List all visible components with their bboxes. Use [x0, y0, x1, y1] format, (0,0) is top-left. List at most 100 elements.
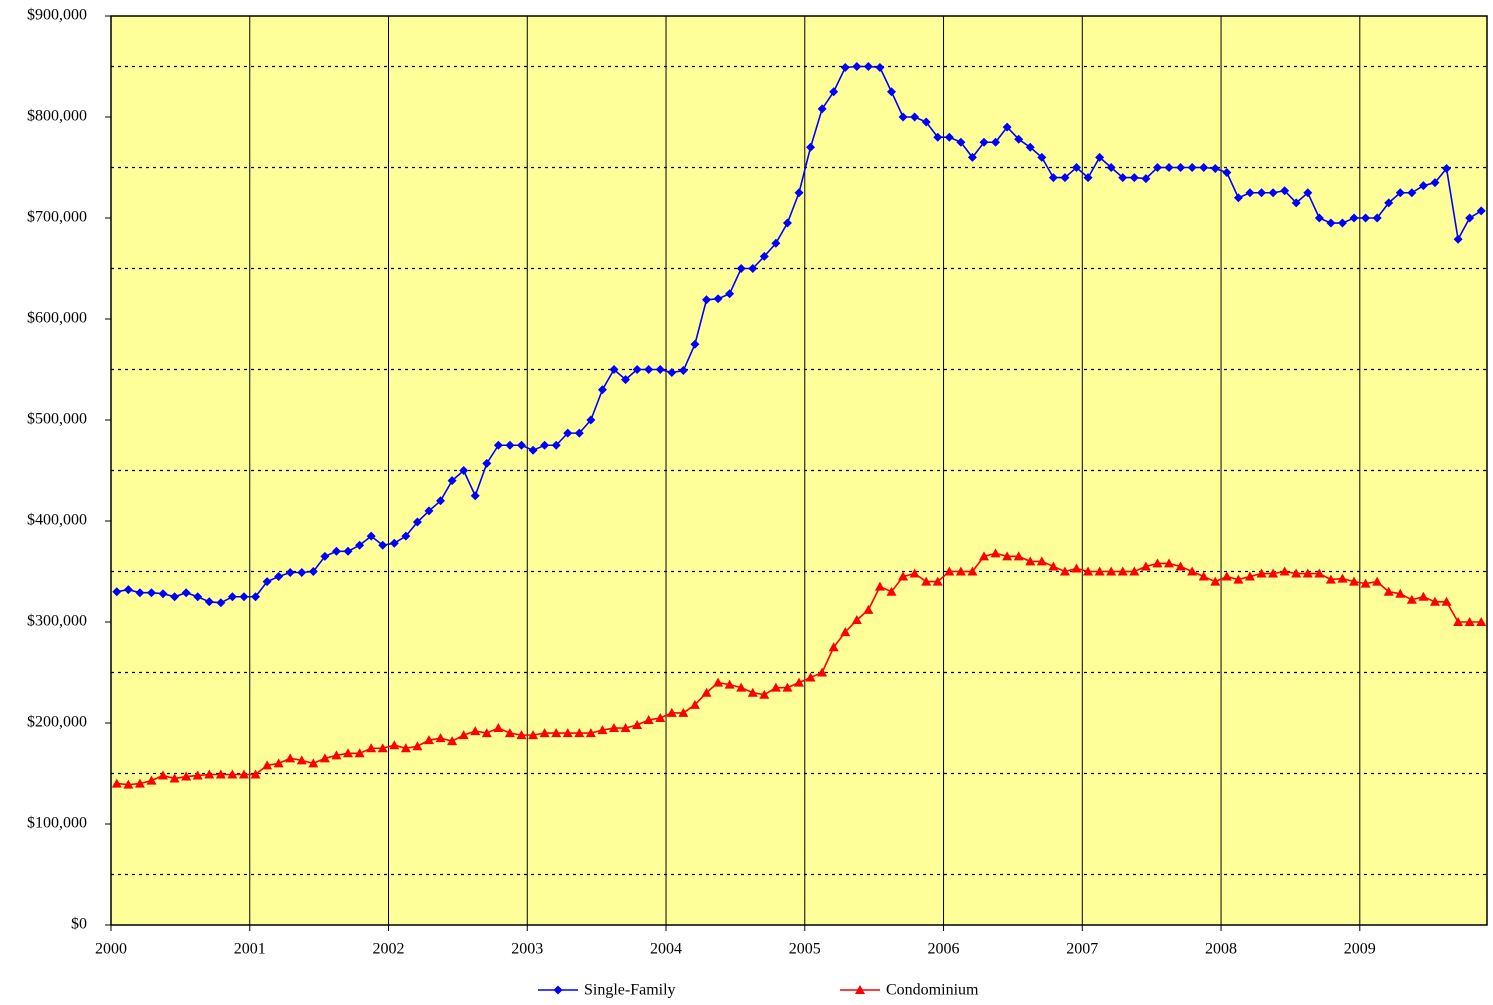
triangle-marker	[400, 743, 411, 753]
diamond-marker	[123, 585, 133, 595]
triangle-marker	[1175, 561, 1186, 571]
triangle-marker	[1337, 573, 1348, 583]
triangle-marker	[909, 568, 920, 578]
diamond-marker	[713, 294, 723, 304]
diamond-marker	[933, 132, 943, 142]
triangle-marker	[1152, 558, 1163, 568]
triangle-marker	[1418, 591, 1429, 601]
triangle-marker	[932, 576, 943, 586]
diamond-marker	[597, 385, 607, 395]
triangle-marker	[1429, 596, 1440, 606]
diamond-marker	[1025, 142, 1035, 152]
y-tick-label: $900,000	[27, 7, 87, 24]
triangle-marker	[678, 707, 689, 717]
diamond-marker	[1430, 178, 1440, 188]
diamond-marker	[956, 137, 966, 147]
diamond-marker	[1060, 173, 1070, 183]
legend-marker	[855, 985, 865, 994]
triangle-marker	[944, 566, 955, 576]
diamond-marker	[355, 540, 365, 550]
triangle-marker	[1372, 576, 1383, 586]
diamond-marker	[331, 546, 341, 556]
triangle-marker	[389, 740, 400, 750]
triangle-marker	[504, 728, 515, 738]
x-tick-label: 2008	[1205, 941, 1237, 958]
triangle-marker	[377, 743, 388, 753]
triangle-marker	[1279, 566, 1290, 576]
diamond-marker	[424, 506, 434, 516]
triangle-marker	[597, 725, 608, 735]
diamond-marker	[1326, 218, 1336, 228]
triangle-marker	[308, 758, 319, 768]
triangle-marker	[759, 689, 770, 699]
triangle-marker	[805, 672, 816, 682]
diamond-marker	[505, 440, 515, 450]
y-tick-label: $300,000	[27, 613, 87, 630]
x-tick-label: 2007	[1066, 941, 1098, 958]
triangle-marker	[851, 614, 862, 624]
diamond-marker	[852, 62, 862, 71]
diamond-marker	[135, 588, 145, 598]
triangle-marker	[955, 566, 966, 576]
x-tick-label: 2006	[928, 941, 960, 958]
diamond-marker	[1407, 188, 1417, 198]
y-tick-label: $500,000	[27, 411, 87, 428]
triangle-marker	[1406, 594, 1417, 604]
triangle-marker	[250, 769, 261, 779]
triangle-marker	[528, 730, 539, 740]
triangle-marker	[1071, 563, 1082, 573]
diamond-marker	[782, 218, 792, 228]
triangle-marker	[724, 679, 735, 689]
triangle-marker	[1383, 586, 1394, 596]
triangle-marker	[863, 604, 874, 614]
triangle-marker	[1013, 551, 1024, 561]
diamond-marker	[436, 496, 446, 506]
diamond-marker	[678, 366, 688, 376]
diamond-marker	[297, 568, 307, 578]
triangle-marker	[435, 733, 446, 743]
diamond-marker	[366, 531, 376, 541]
triangle-marker	[1302, 568, 1313, 578]
x-tick-label: 2004	[650, 941, 682, 958]
triangle-marker	[736, 682, 747, 692]
diamond-marker	[262, 577, 272, 587]
diamond-marker	[1083, 173, 1093, 183]
diamond-marker	[1095, 152, 1105, 162]
diamond-marker	[470, 491, 480, 501]
triangle-marker	[967, 566, 978, 576]
diamond-marker	[239, 592, 249, 602]
diamond-marker	[690, 339, 700, 349]
triangle-marker	[643, 714, 654, 724]
triangle-marker	[516, 730, 527, 740]
triangle-marker	[158, 770, 169, 780]
diamond-marker	[967, 152, 977, 162]
diamond-marker	[632, 365, 642, 374]
x-tick-label: 2001	[234, 941, 266, 958]
diamond-marker	[910, 112, 920, 122]
diamond-marker	[748, 264, 758, 273]
diamond-marker	[771, 238, 781, 248]
y-tick-label: $600,000	[27, 310, 87, 327]
diamond-marker	[621, 375, 631, 385]
diamond-marker	[1395, 188, 1405, 198]
diamond-marker	[736, 264, 746, 273]
y-tick-label: $100,000	[27, 815, 87, 832]
triangle-marker	[632, 720, 643, 730]
triangle-marker	[1291, 568, 1302, 578]
triangle-marker	[713, 677, 724, 687]
diamond-marker	[1442, 164, 1452, 174]
triangle-marker	[1164, 558, 1175, 568]
diamond-marker	[979, 137, 989, 147]
triangle-marker	[990, 548, 1001, 558]
legend-label: Condominium	[886, 982, 979, 999]
diamond-marker	[701, 295, 711, 305]
x-tick-label: 2002	[373, 941, 405, 958]
diamond-marker	[401, 531, 411, 541]
diamond-marker	[1048, 173, 1058, 183]
triangle-marker	[840, 627, 851, 637]
diamond-marker	[343, 546, 353, 556]
x-tick-label: 2003	[511, 941, 543, 958]
triangle-marker	[215, 769, 226, 779]
triangle-marker	[1129, 566, 1140, 576]
triangle-marker	[782, 682, 793, 692]
